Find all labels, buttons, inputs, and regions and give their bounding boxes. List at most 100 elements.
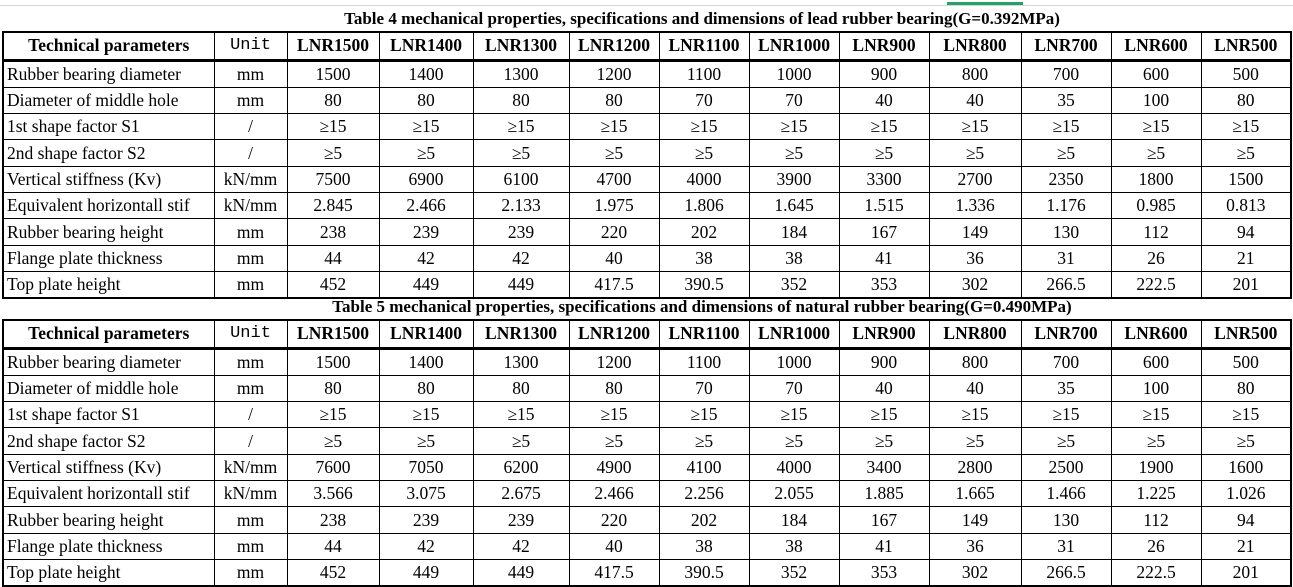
- value-cell[interactable]: ≥5: [658, 139, 750, 167]
- value-cell[interactable]: 21: [1200, 532, 1292, 560]
- column-header[interactable]: LNR600: [1110, 31, 1202, 62]
- value-cell[interactable]: 239: [472, 506, 570, 534]
- unit-cell[interactable]: mm: [213, 244, 288, 272]
- value-cell[interactable]: 1400: [378, 347, 474, 376]
- value-cell[interactable]: ≥15: [928, 113, 1022, 141]
- value-cell[interactable]: 500: [1200, 347, 1292, 376]
- value-cell[interactable]: 6200: [472, 453, 570, 482]
- value-cell[interactable]: 80: [1200, 374, 1292, 403]
- value-cell[interactable]: 1500: [1200, 165, 1292, 194]
- column-header[interactable]: Technical parameters: [2, 319, 215, 350]
- value-cell[interactable]: 112: [1110, 506, 1202, 534]
- value-cell[interactable]: ≥5: [286, 427, 380, 455]
- value-cell[interactable]: 80: [472, 374, 570, 403]
- value-cell[interactable]: 44: [286, 244, 380, 272]
- value-cell[interactable]: ≥5: [1110, 139, 1202, 167]
- value-cell[interactable]: 266.5: [1020, 558, 1112, 587]
- value-cell[interactable]: ≥15: [472, 401, 570, 429]
- parameter-cell[interactable]: Diameter of middle hole: [2, 86, 215, 115]
- value-cell[interactable]: ≥15: [658, 113, 750, 141]
- value-cell[interactable]: 1.806: [658, 192, 750, 220]
- value-cell[interactable]: 800: [928, 59, 1022, 88]
- value-cell[interactable]: ≥15: [748, 401, 840, 429]
- value-cell[interactable]: 26: [1110, 532, 1202, 560]
- unit-cell[interactable]: /: [213, 139, 288, 167]
- value-cell[interactable]: 449: [472, 558, 570, 587]
- value-cell[interactable]: 353: [838, 558, 930, 587]
- value-cell[interactable]: 94: [1200, 506, 1292, 534]
- value-cell[interactable]: 3300: [838, 165, 930, 194]
- value-cell[interactable]: 94: [1200, 218, 1292, 246]
- value-cell[interactable]: ≥15: [658, 401, 750, 429]
- value-cell[interactable]: 4000: [748, 453, 840, 482]
- column-header[interactable]: LNR1500: [286, 319, 380, 350]
- value-cell[interactable]: 500: [1200, 59, 1292, 88]
- unit-cell[interactable]: mm: [213, 558, 288, 587]
- value-cell[interactable]: 70: [748, 86, 840, 115]
- value-cell[interactable]: 220: [568, 218, 660, 246]
- value-cell[interactable]: 149: [928, 218, 1022, 246]
- value-cell[interactable]: 700: [1020, 347, 1112, 376]
- parameter-cell[interactable]: Vertical stiffness (Kv): [2, 165, 215, 194]
- value-cell[interactable]: ≥5: [1020, 427, 1112, 455]
- value-cell[interactable]: ≥15: [1200, 401, 1292, 429]
- value-cell[interactable]: 3.566: [286, 480, 380, 508]
- value-cell[interactable]: 2.256: [658, 480, 750, 508]
- parameter-cell[interactable]: Diameter of middle hole: [2, 374, 215, 403]
- value-cell[interactable]: 38: [748, 532, 840, 560]
- unit-cell[interactable]: mm: [213, 218, 288, 246]
- value-cell[interactable]: 201: [1200, 558, 1292, 587]
- parameter-cell[interactable]: 1st shape factor S1: [2, 113, 215, 141]
- value-cell[interactable]: 220: [568, 506, 660, 534]
- value-cell[interactable]: 130: [1020, 506, 1112, 534]
- parameter-cell[interactable]: Equivalent horizontall stif: [2, 192, 215, 220]
- value-cell[interactable]: 417.5: [568, 270, 660, 300]
- unit-cell[interactable]: /: [213, 113, 288, 141]
- value-cell[interactable]: 1100: [658, 347, 750, 376]
- value-cell[interactable]: 3.075: [378, 480, 474, 508]
- value-cell[interactable]: 900: [838, 59, 930, 88]
- value-cell[interactable]: 42: [378, 244, 474, 272]
- value-cell[interactable]: 1300: [472, 347, 570, 376]
- value-cell[interactable]: 1.176: [1020, 192, 1112, 220]
- value-cell[interactable]: 1.026: [1200, 480, 1292, 508]
- value-cell[interactable]: 100: [1110, 86, 1202, 115]
- value-cell[interactable]: 1.665: [928, 480, 1022, 508]
- value-cell[interactable]: 36: [928, 244, 1022, 272]
- value-cell[interactable]: 2.133: [472, 192, 570, 220]
- value-cell[interactable]: ≥5: [1020, 139, 1112, 167]
- value-cell[interactable]: 1300: [472, 59, 570, 88]
- value-cell[interactable]: 2.466: [378, 192, 474, 220]
- value-cell[interactable]: ≥15: [472, 113, 570, 141]
- unit-cell[interactable]: kN/mm: [213, 165, 288, 194]
- value-cell[interactable]: 7600: [286, 453, 380, 482]
- value-cell[interactable]: 390.5: [658, 558, 750, 587]
- parameter-cell[interactable]: Flange plate thickness: [2, 244, 215, 272]
- value-cell[interactable]: 2.675: [472, 480, 570, 508]
- value-cell[interactable]: ≥5: [1110, 427, 1202, 455]
- value-cell[interactable]: 40: [568, 532, 660, 560]
- value-cell[interactable]: ≥15: [838, 113, 930, 141]
- value-cell[interactable]: 26: [1110, 244, 1202, 272]
- value-cell[interactable]: 222.5: [1110, 270, 1202, 300]
- value-cell[interactable]: 70: [658, 374, 750, 403]
- value-cell[interactable]: 35: [1020, 374, 1112, 403]
- value-cell[interactable]: ≥15: [378, 401, 474, 429]
- value-cell[interactable]: 4100: [658, 453, 750, 482]
- value-cell[interactable]: 239: [378, 218, 474, 246]
- value-cell[interactable]: ≥15: [286, 401, 380, 429]
- value-cell[interactable]: 449: [472, 270, 570, 300]
- value-cell[interactable]: ≥5: [472, 139, 570, 167]
- value-cell[interactable]: 4900: [568, 453, 660, 482]
- column-header[interactable]: Unit: [213, 319, 288, 350]
- value-cell[interactable]: 3900: [748, 165, 840, 194]
- value-cell[interactable]: 1400: [378, 59, 474, 88]
- value-cell[interactable]: 1500: [286, 347, 380, 376]
- value-cell[interactable]: ≥15: [378, 113, 474, 141]
- value-cell[interactable]: 1.336: [928, 192, 1022, 220]
- value-cell[interactable]: 1600: [1200, 453, 1292, 482]
- unit-cell[interactable]: kN/mm: [213, 453, 288, 482]
- value-cell[interactable]: 100: [1110, 374, 1202, 403]
- value-cell[interactable]: 41: [838, 244, 930, 272]
- value-cell[interactable]: ≥15: [1110, 113, 1202, 141]
